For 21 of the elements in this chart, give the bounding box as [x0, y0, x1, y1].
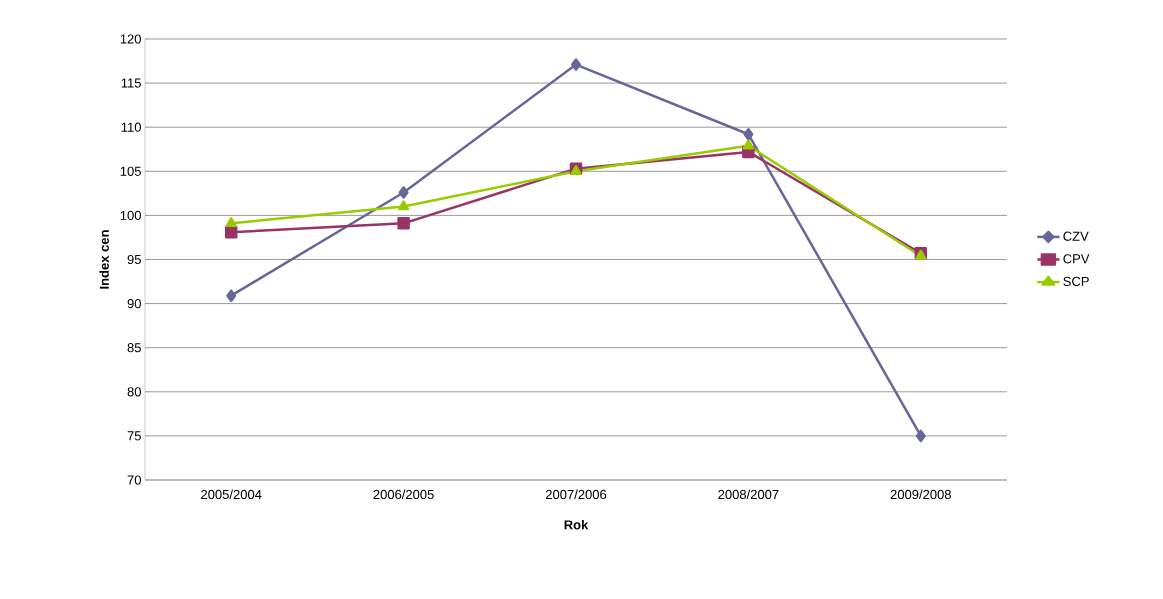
x-tick-label: 2008/2007: [718, 489, 779, 500]
x-axis-title: Rok: [564, 519, 589, 530]
y-tick-label: 75: [127, 431, 141, 441]
y-tick-label: 70: [127, 475, 141, 485]
y-axis-title: Index cen: [99, 230, 109, 289]
y-tick-label: 110: [121, 122, 141, 132]
y-tick-label: 95: [127, 254, 141, 265]
y-tick-label: 90: [127, 298, 141, 309]
x-tick-label: 2007/2006: [545, 489, 607, 500]
y-tick-label: 115: [121, 78, 141, 88]
y-tick-label: 85: [127, 343, 141, 353]
x-tick-label: 2005/2004: [201, 489, 262, 500]
y-tick-label: 105: [120, 166, 141, 176]
legend-label: CPV: [1063, 254, 1090, 264]
y-tick-label: 120: [120, 34, 141, 44]
legend-label: SCP: [1063, 276, 1089, 286]
legend-label: CZV: [1063, 231, 1089, 241]
x-tick-label: 2009/2008: [890, 489, 951, 500]
y-tick-label: 100: [120, 210, 141, 220]
y-tick-label: 80: [127, 387, 141, 397]
x-tick-label: 2006/2005: [373, 489, 434, 500]
